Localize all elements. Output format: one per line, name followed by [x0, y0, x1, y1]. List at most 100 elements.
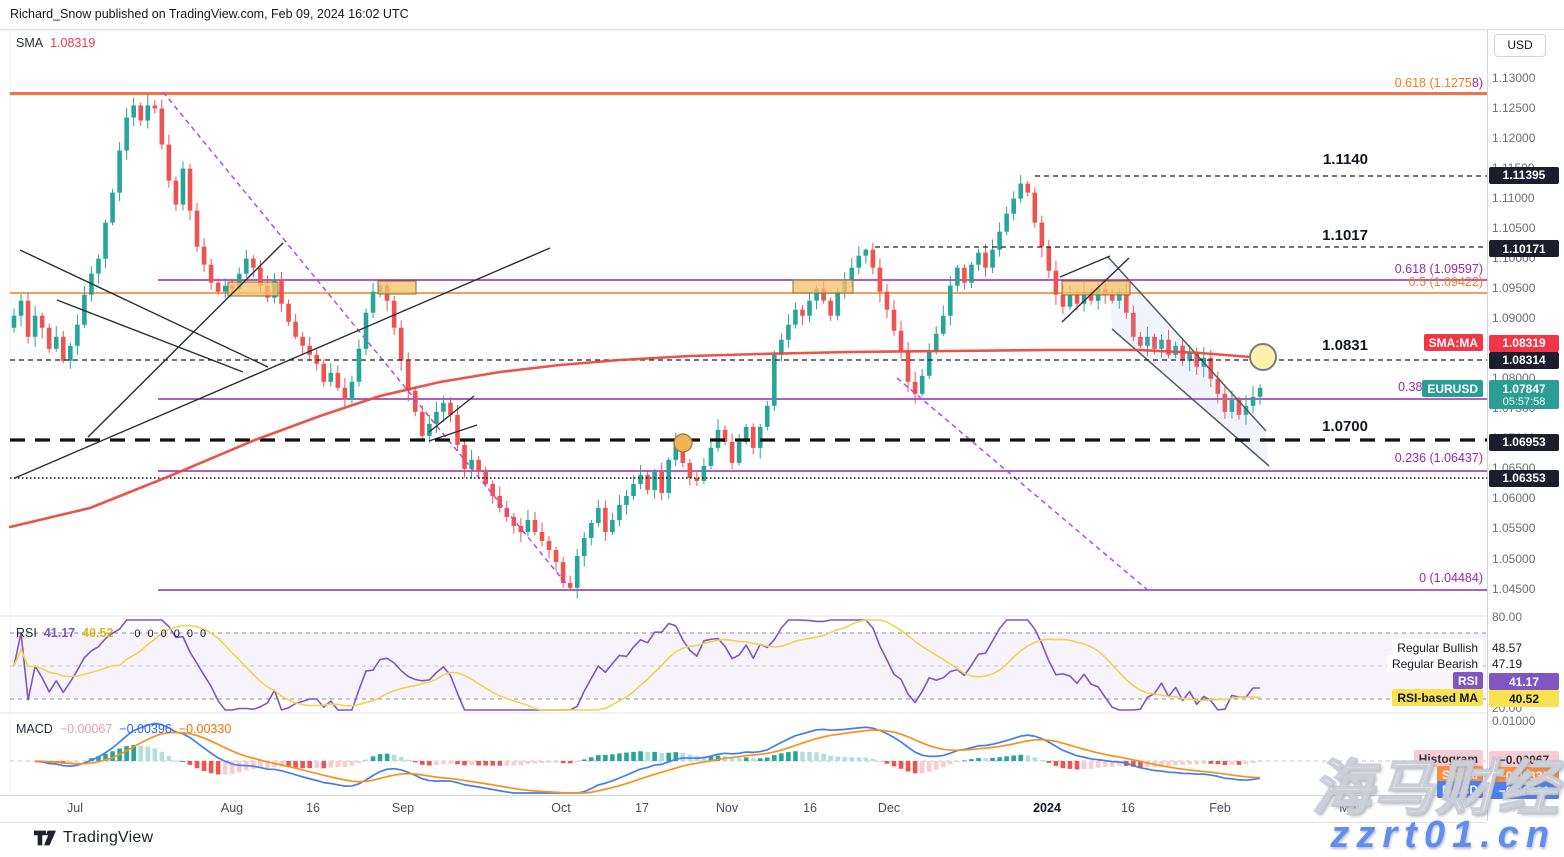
candle-body — [1053, 270, 1059, 295]
candle-body — [1109, 294, 1115, 301]
macd-histogram-bar — [603, 754, 608, 761]
macd-histogram-bar — [912, 761, 918, 774]
candle-body — [638, 474, 643, 484]
price-badge: 1.06353 — [1489, 469, 1559, 487]
macd-histogram-bar — [307, 761, 312, 769]
candle-body — [546, 541, 552, 551]
candle-body — [124, 117, 129, 151]
macd-histogram-bar — [1187, 761, 1192, 765]
time-tick: 16 — [803, 801, 817, 815]
macd-line — [35, 722, 1261, 794]
candle-body — [152, 105, 158, 109]
macd-histogram-bar — [1004, 756, 1009, 761]
price-badge-value: 1.06353 — [1502, 471, 1546, 486]
macd-histogram-bar — [201, 761, 207, 771]
macd-histogram-bar — [638, 751, 643, 761]
trendline — [87, 242, 284, 438]
candle-body — [976, 252, 981, 265]
time-axis[interactable]: Jul Aug 16 Sep Oct 17 Nov 16 Dec 2024 16 Feb Mar — [0, 795, 1487, 823]
rsi-line — [13, 619, 1261, 711]
macd-histogram-bar — [159, 751, 165, 761]
candle-body — [159, 108, 165, 145]
macd-histogram-bar — [229, 761, 235, 774]
macd-histogram-bar — [750, 758, 756, 761]
key-level-text[interactable]: 1.0831 — [1322, 337, 1368, 354]
candle-body — [877, 267, 883, 292]
price-badge: 1.10171 — [1489, 240, 1559, 258]
macd-histogram-bar — [1102, 761, 1108, 768]
macd-histogram-bar — [933, 761, 939, 770]
candle-body — [1004, 213, 1009, 232]
pane-pill-eurusd: EURUSD — [1422, 380, 1483, 397]
time-tick: 17 — [635, 801, 649, 815]
pane-pill-regular-bullish: Regular Bullish — [1392, 639, 1483, 656]
key-level-text[interactable]: 1.1140 — [1322, 151, 1368, 168]
candles-layer — [11, 94, 1263, 599]
key-level-text[interactable]: 1.0700 — [1322, 418, 1368, 435]
macd-histogram-bar — [483, 761, 488, 766]
candle-body — [743, 426, 749, 442]
rsi-zero-label: 0 — [200, 628, 207, 640]
fib-label[interactable]: 0.236 (1.06437) — [1394, 451, 1483, 465]
candle-body — [1208, 357, 1214, 379]
macd-histogram-bar — [1032, 757, 1038, 761]
macd-histogram-bar — [1243, 761, 1249, 765]
currency-toggle-button[interactable]: USD — [1494, 34, 1546, 57]
candle-body — [427, 423, 432, 436]
candle-body — [236, 273, 242, 289]
key-level-text[interactable]: 1.1017 — [1322, 227, 1368, 244]
candle-body — [1018, 183, 1024, 199]
candle-body — [736, 441, 742, 463]
macd-histogram-bar — [870, 759, 876, 761]
macd-histogram-bar — [574, 761, 580, 762]
candle-body — [462, 444, 467, 469]
candle-body — [1060, 294, 1066, 307]
candle-body — [321, 363, 327, 382]
macd-histogram-bar — [1166, 761, 1171, 767]
candle-body — [729, 441, 735, 463]
candle-body — [856, 255, 862, 268]
candle-body — [539, 531, 545, 542]
macd-histogram-bar — [659, 753, 664, 761]
sma-legend-value: 1.08319 — [50, 36, 96, 50]
fib-label-0618-macro[interactable]: 0.618 (1.12758) — [1395, 76, 1483, 90]
candle-body — [53, 336, 59, 349]
candle-body — [208, 264, 214, 283]
macd-histogram-bar — [940, 761, 946, 768]
rsi-zero-label: 0 — [134, 628, 141, 640]
fib-label[interactable]: 0.5 (1.09422) — [1408, 275, 1483, 289]
macd-histogram-bar — [377, 754, 383, 761]
candle-body — [398, 327, 404, 361]
candle-body — [434, 411, 439, 424]
candle-body — [145, 105, 151, 121]
price-tick: 1.13000 — [1492, 70, 1536, 85]
rsi-legend-value: 41.17 — [43, 626, 76, 640]
candle-body — [835, 291, 840, 316]
macd-histogram-bar — [948, 761, 953, 765]
candle-body — [1116, 291, 1122, 301]
price-axis[interactable]: USD 1.130001.125001.120001.115001.110001… — [1488, 30, 1564, 821]
macd-histogram-bar — [736, 757, 742, 761]
candle-body — [110, 192, 115, 223]
macd-histogram-bar — [884, 761, 890, 764]
main-legend[interactable]: SMA 1.08319 — [16, 36, 95, 50]
fib-label[interactable]: 0.618 (1.09597) — [1394, 262, 1483, 276]
macd-histogram-bar — [610, 754, 615, 761]
scale-label: 0.01000 — [1492, 714, 1536, 728]
macd-histogram-bar — [194, 761, 200, 769]
macd-histogram-bar — [1138, 761, 1143, 768]
macd-histogram-bar — [962, 760, 967, 762]
macd-legend[interactable]: MACD −0.00067 −0.00396 −0.00330 — [16, 722, 231, 736]
candle-body — [60, 336, 66, 361]
macd-histogram-bar — [877, 761, 883, 762]
macd-histogram-bar — [997, 757, 1002, 761]
candle-body — [821, 288, 826, 301]
time-tick: Feb — [1209, 801, 1231, 815]
fib-label[interactable]: 0 (1.04484) — [1419, 571, 1483, 585]
candle-body — [215, 282, 221, 292]
tradingview-brand[interactable]: TradingView — [34, 829, 153, 847]
rsi-zero-label: 0 — [173, 628, 180, 640]
